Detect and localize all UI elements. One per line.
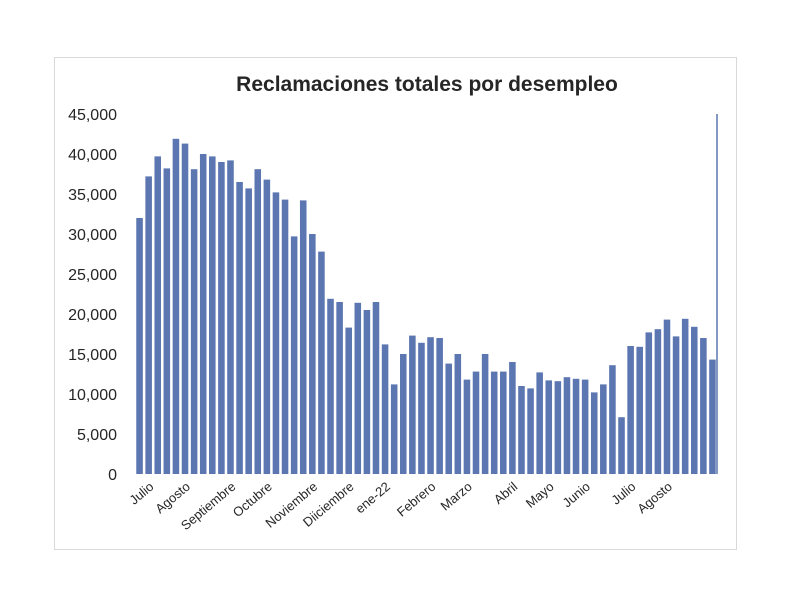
bar [463,379,471,474]
bar [245,188,252,474]
y-axis: 0 5,000 10,000 15,000 20,000 25,000 30,000 35,0… [68,107,117,484]
y-tick-label: 45,000 [68,107,117,124]
bar [345,327,352,474]
bar [372,302,380,474]
bar [672,336,680,474]
y-tick-label: 5,000 [77,427,117,444]
bar [381,344,389,474]
bar [236,182,243,474]
bar [227,160,234,474]
bar [445,363,453,474]
bar [518,386,525,474]
bar [481,354,489,474]
bar [399,354,407,474]
bar [309,234,316,474]
bar [590,392,598,474]
bar [218,162,225,474]
bar [490,371,498,474]
bar [536,372,543,474]
x-tick-label: Agosto [152,479,193,517]
y-tick-label: 20,000 [68,307,117,324]
x-tick-label: Febrero [394,479,439,520]
bar [500,371,507,474]
bar [581,379,589,474]
bar [663,319,671,474]
bar [263,179,271,474]
bar [363,310,371,474]
bar [199,154,207,474]
y-tick-label: 10,000 [68,387,117,404]
bar [636,346,643,474]
bar [254,169,262,474]
bar [627,346,634,474]
x-tick-label: Marzo [438,479,475,514]
bar [527,388,534,474]
bar [427,337,434,474]
bar [163,168,171,474]
bar [645,332,653,474]
bar [327,298,334,474]
x-tick-label: Julio [126,479,156,508]
y-tick-label: 0 [108,467,117,484]
bar [272,192,280,474]
y-tick-label: 25,000 [68,267,117,284]
bar [572,378,580,474]
bar [336,302,343,474]
bar-series [136,138,716,475]
bar [136,218,143,474]
bar [600,384,607,474]
x-tick-label: Mayo [523,479,557,511]
bar [554,381,562,474]
y-tick-label: 35,000 [68,187,117,204]
bar [681,318,689,474]
y-tick-label: 30,000 [68,227,117,244]
bar [654,329,662,474]
bar [700,338,707,474]
bar [545,380,553,474]
x-tick-label: Abril [491,479,521,507]
bar [154,156,162,474]
x-tick-label: Junio [560,479,593,510]
bar [209,156,216,474]
bar [609,365,616,474]
x-tick-label: ene-22 [352,479,393,517]
bar [418,342,425,474]
bar [190,169,198,474]
bar [390,384,398,474]
bar [472,371,480,474]
y-tick-label: 15,000 [68,347,117,364]
bar [454,354,462,474]
bar [181,143,189,474]
bar [563,377,571,474]
bar [436,338,443,474]
chart-frame [54,57,737,550]
y-tick-label: 40,000 [68,147,117,164]
bar [618,417,625,474]
bar [354,302,362,474]
bar [409,335,416,474]
bar [172,138,180,475]
bar [299,200,307,474]
bar [690,326,698,474]
bar [281,199,289,474]
x-tick-label: Julio [608,479,638,508]
bar [318,251,325,474]
bar [290,236,298,474]
bar [709,359,716,474]
chart-title: Reclamaciones totales por desempleo [236,73,618,96]
x-tick-label: Agosto [634,479,675,517]
bar [509,362,516,474]
bar [145,176,152,474]
x-axis: JulioAgostoSeptiembreOctubreNoviembreDii… [126,479,675,533]
